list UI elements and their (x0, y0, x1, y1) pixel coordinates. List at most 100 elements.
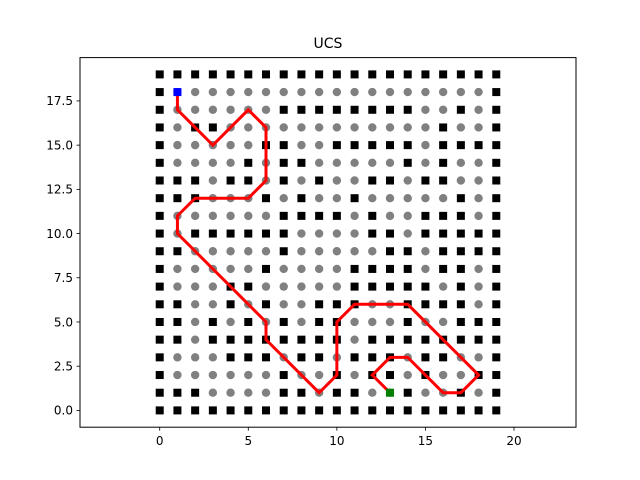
obstacle-point (155, 141, 164, 150)
y-tick-label: 5.0 (54, 315, 73, 329)
free-point (474, 388, 483, 397)
free-point (279, 282, 288, 291)
obstacle-point (492, 158, 501, 167)
free-point (261, 211, 271, 221)
free-point (297, 140, 306, 150)
x-axis-ticks: 0 5 10 15 20 (156, 427, 522, 448)
obstacle-point (456, 141, 465, 150)
free-point (190, 353, 200, 362)
obstacle-point (297, 388, 306, 397)
obstacle-point (368, 264, 377, 273)
free-point (456, 87, 466, 97)
obstacle-point (403, 406, 412, 415)
obstacle-point (332, 70, 341, 79)
free-point (350, 317, 359, 327)
obstacle-point (386, 247, 394, 256)
obstacle-point (315, 176, 324, 185)
obstacle-point (262, 194, 270, 203)
obstacle-point (226, 406, 235, 415)
free-point (190, 211, 200, 221)
obstacle-point (244, 229, 253, 238)
obstacle-point (439, 123, 448, 132)
obstacle-point (226, 176, 235, 185)
obstacle-point (297, 105, 306, 114)
obstacle-point (244, 176, 253, 185)
free-point (385, 123, 395, 132)
obstacle-point (492, 70, 501, 79)
obstacle-point (421, 406, 430, 415)
obstacle-point (155, 388, 164, 397)
free-point (350, 211, 359, 221)
obstacle-point (368, 406, 377, 415)
obstacle-point (350, 282, 359, 291)
obstacle-point (492, 123, 501, 132)
obstacle-point (155, 105, 164, 114)
x-tick-label: 5 (244, 434, 252, 448)
y-tick-label: 12.5 (46, 183, 73, 197)
obstacle-point (350, 353, 359, 362)
obstacle-point (315, 353, 324, 362)
free-point (208, 247, 218, 256)
obstacle-point (492, 317, 501, 326)
free-point (244, 247, 253, 256)
free-point (297, 87, 306, 97)
obstacle-point (191, 406, 200, 415)
free-point (332, 158, 342, 168)
obstacle-point (191, 70, 200, 79)
obstacle-point (492, 264, 501, 273)
obstacle-point (226, 353, 235, 362)
free-point (208, 105, 218, 114)
obstacle-point (244, 353, 253, 362)
obstacle-point (492, 247, 501, 256)
obstacle-point (155, 335, 164, 344)
free-point (368, 388, 377, 397)
free-point (244, 388, 253, 397)
start-goal-markers (173, 88, 394, 397)
obstacle-point (403, 388, 412, 397)
free-point (421, 158, 430, 168)
free-point (403, 229, 412, 238)
obstacle-point (368, 70, 377, 79)
obstacle-point (474, 335, 483, 344)
obstacle-point (155, 211, 164, 220)
obstacle-point (474, 141, 483, 150)
y-tick-label: 17.5 (46, 94, 73, 108)
free-point (314, 123, 324, 132)
y-axis-ticks: 0.0 2.5 5.0 7.5 10.0 12.5 15.0 17.5 (46, 94, 80, 418)
free-point (403, 123, 412, 132)
obstacle-point (208, 123, 217, 132)
obstacle-point (315, 211, 324, 220)
free-point (297, 317, 306, 327)
free-point (332, 247, 342, 256)
obstacle-point (315, 335, 324, 344)
free-point (208, 211, 218, 221)
free-point (297, 229, 306, 238)
y-tick-label: 15.0 (46, 138, 73, 152)
free-point (403, 193, 412, 203)
free-point (368, 158, 377, 168)
free-point (421, 247, 430, 256)
free-point (332, 87, 342, 97)
free-point (190, 158, 200, 168)
free-point (173, 264, 182, 274)
obstacle-point (368, 353, 377, 362)
obstacle-point (386, 105, 394, 114)
obstacle-point (456, 282, 465, 291)
free-point (474, 300, 483, 309)
free-point (279, 123, 288, 132)
free-point (173, 158, 182, 168)
free-point (314, 87, 324, 97)
obstacle-point (386, 70, 394, 79)
obstacle-point (208, 317, 217, 326)
obstacle-point (279, 158, 288, 167)
free-point (314, 158, 324, 168)
obstacle-point (492, 406, 501, 415)
goal-marker (386, 388, 394, 397)
free-point (350, 158, 359, 168)
obstacle-point (155, 247, 164, 256)
obstacle-point (244, 70, 253, 79)
obstacle-point (474, 406, 483, 415)
obstacle-point (279, 406, 288, 415)
obstacle-point (403, 105, 412, 114)
obstacle-point (208, 335, 217, 344)
